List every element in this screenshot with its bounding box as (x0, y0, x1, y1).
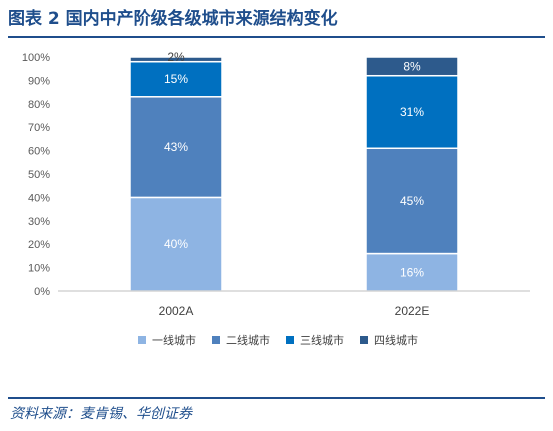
chart-title: 图表 2 国内中产阶级各级城市来源结构变化 (8, 9, 338, 29)
x-category-label: 2002A (159, 304, 194, 318)
y-tick-label: 20% (28, 239, 50, 251)
y-tick-label: 50% (28, 169, 50, 181)
bar-segment (129, 196, 223, 292)
y-tick-label: 90% (28, 75, 50, 87)
data-label: 8% (403, 59, 421, 73)
data-label: 43% (164, 140, 188, 154)
bar-segment (129, 96, 223, 199)
legend-label: 二线城市 (226, 333, 270, 347)
y-tick-label: 70% (28, 122, 50, 134)
source-note: 资料来源：麦肯锡、华创证券 (10, 406, 192, 422)
source-rule (8, 397, 545, 399)
y-tick-label: 60% (28, 146, 50, 158)
legend-swatch (138, 336, 146, 344)
data-label: 16% (400, 265, 424, 279)
bar-segment (129, 56, 223, 63)
legend-swatch (286, 336, 294, 344)
data-label: 45% (400, 194, 424, 208)
bar-segment (365, 252, 459, 292)
y-tick-label: 40% (28, 192, 50, 204)
y-tick-label: 30% (28, 216, 50, 228)
bar-segment (365, 74, 459, 150)
data-label: 31% (400, 105, 424, 119)
y-tick-label: 0% (34, 286, 50, 298)
legend-swatch (360, 336, 368, 344)
data-label: 2% (167, 50, 185, 64)
legend-label: 三线城市 (300, 333, 344, 347)
bar-segment (365, 56, 459, 77)
legend-label: 一线城市 (152, 333, 196, 347)
data-label: 15% (164, 72, 188, 86)
stacked-bar-chart: 0% 10% 20% 30% 40% 50% 60% 70% 80% 90% 100% 40% 43% 1… (22, 50, 530, 347)
x-category-label: 2022E (395, 304, 430, 318)
legend-swatch (212, 336, 220, 344)
y-tick-label: 80% (28, 99, 50, 111)
y-tick-label: 100% (22, 52, 50, 64)
data-label: 40% (164, 237, 188, 251)
title-rule (8, 36, 545, 38)
y-tick-label: 10% (28, 263, 50, 275)
legend-label: 四线城市 (374, 333, 418, 347)
